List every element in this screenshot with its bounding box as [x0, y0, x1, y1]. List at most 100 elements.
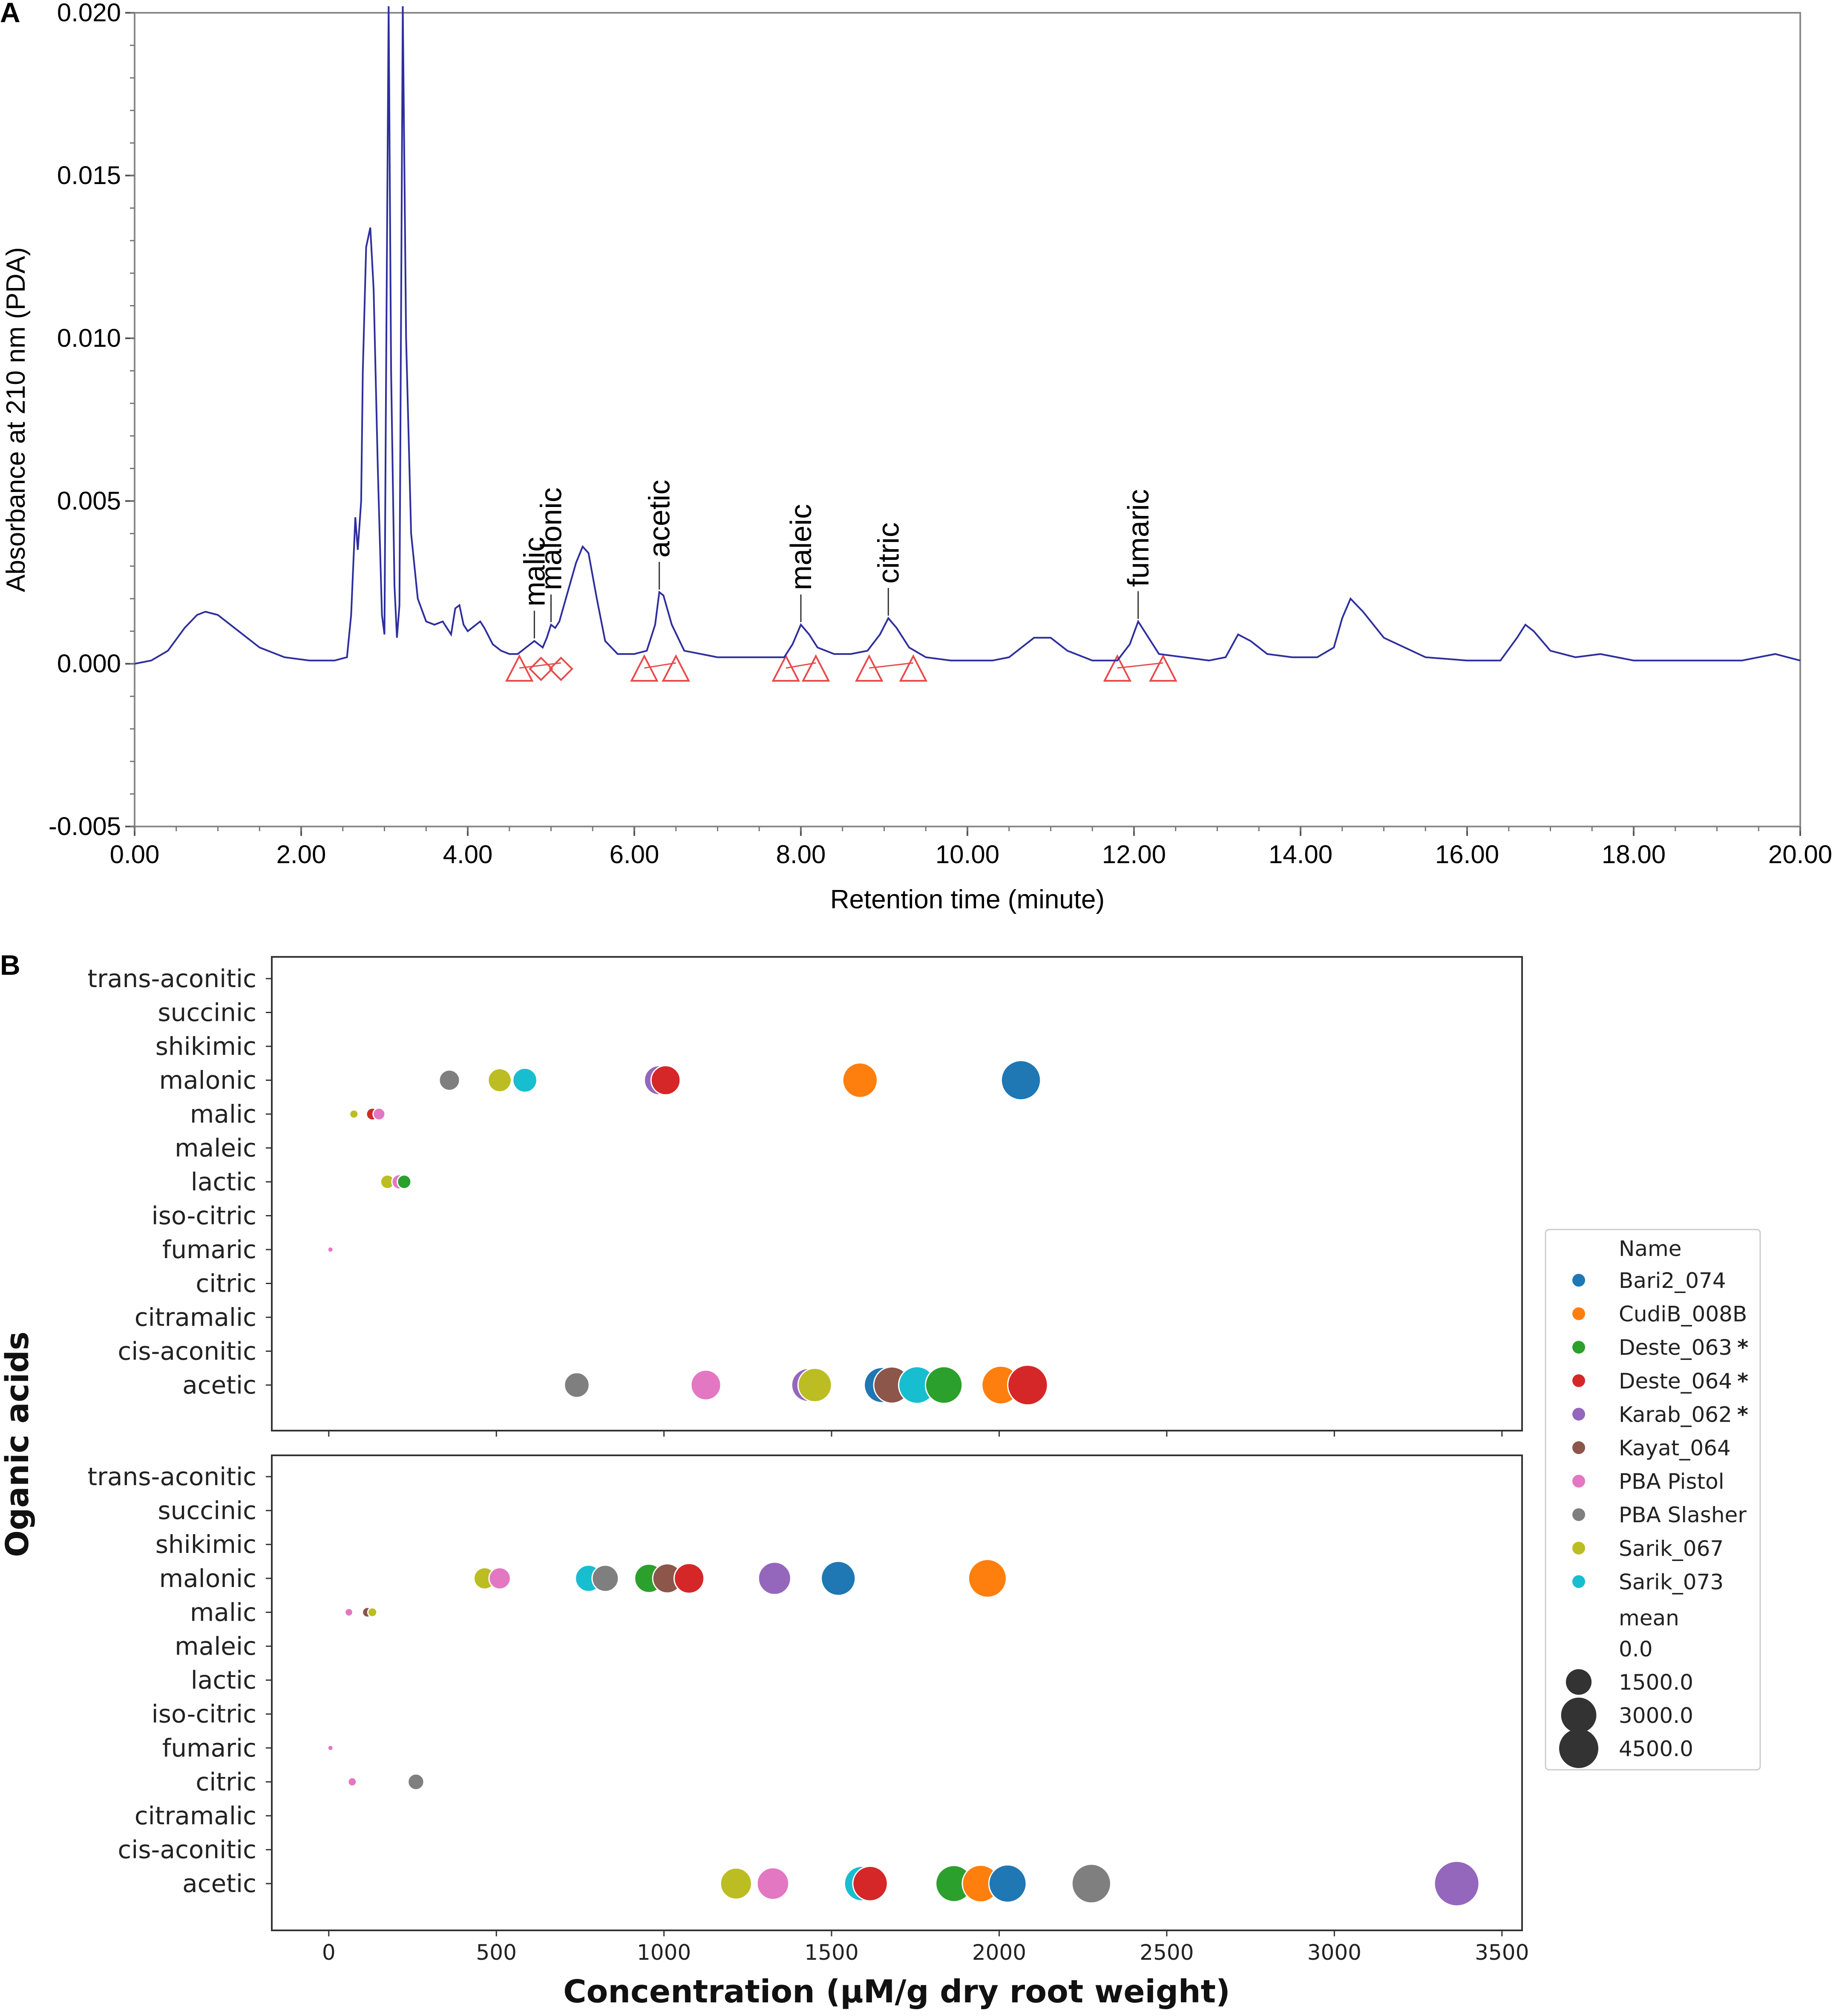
size-legend-items: 0.0 1500.0 3000.0 4500.0 — [1559, 1637, 1693, 1768]
point-pba-pistol-acetic — [690, 1369, 722, 1401]
x-tick-label: 3000 — [1307, 1940, 1361, 1965]
point-deste-064-acetic — [1007, 1364, 1048, 1406]
point-pba-pistol-malic — [372, 1107, 386, 1121]
x-tick-label: 500 — [476, 1940, 516, 1965]
legend-item-pba-pistol: PBA Pistol — [1572, 1469, 1724, 1494]
scatter-points — [328, 1060, 1480, 1907]
legend-item-karab-062: Karab_062 * — [1572, 1402, 1748, 1427]
category-label-lactic: lactic — [191, 1666, 256, 1695]
point-pba-pistol-acetic — [756, 1867, 790, 1901]
chromatogram-plot-frame — [134, 12, 1801, 827]
chromatogram-y-ticks: -0.005 0.000 0.005 0.010 0.015 0.020 — [49, 0, 135, 841]
legend-label: Kayat_064 — [1619, 1436, 1731, 1460]
scatter-bottom-frame — [271, 1454, 1523, 1931]
integration-diamond-marker — [549, 657, 573, 681]
point-deste-064-acetic — [852, 1866, 888, 1902]
point-pba-pistol-fumaric — [328, 1247, 333, 1252]
category-label-trans-aconitic: trans-aconitic — [87, 964, 256, 993]
category-label-acetic: acetic — [182, 1371, 256, 1400]
legend-label: Karab_062 — [1619, 1402, 1732, 1427]
category-label-malic: malic — [190, 1598, 256, 1627]
legend-item-deste-063: Deste_063 * — [1572, 1335, 1748, 1360]
integration-triangle-marker — [662, 654, 691, 682]
category-label-citric: citric — [196, 1767, 256, 1796]
legend-label: Sarik_067 — [1619, 1536, 1724, 1561]
category-label-citramalic: citramalic — [135, 1801, 256, 1830]
chromatogram-trace — [134, 6, 1801, 665]
category-label-citric: citric — [196, 1269, 256, 1298]
y-tick-label: 0.020 — [57, 0, 121, 27]
integration-baseline — [1117, 662, 1163, 669]
peak-label-malic: malic — [518, 537, 551, 606]
legend-marker — [1572, 1541, 1585, 1555]
legend-item-deste-064: Deste_064 * — [1572, 1369, 1748, 1394]
x-tick-label: 12.00 — [1102, 840, 1166, 869]
size-legend-item: 0.0 — [1619, 1637, 1653, 1662]
x-tick-label: 6.00 — [610, 840, 659, 869]
point-pba-pistol-malonic — [488, 1567, 511, 1590]
integration-triangle-marker — [771, 654, 800, 682]
integration-triangle-marker — [899, 654, 928, 682]
legend-marker — [1572, 1307, 1585, 1320]
y-tick-label: 0.000 — [57, 649, 121, 678]
category-label-cis-aconitic: cis-aconitic — [118, 1835, 256, 1864]
legend-label: PBA Pistol — [1619, 1469, 1724, 1494]
category-label-fumaric: fumaric — [162, 1235, 256, 1264]
category-label-maleic: maleic — [175, 1632, 256, 1661]
point-pba-slasher-malonic — [438, 1069, 460, 1091]
x-tick-label: 3500 — [1475, 1940, 1529, 1965]
legend-marker — [1572, 1575, 1585, 1588]
point-deste-063-acetic — [925, 1366, 963, 1404]
point-cudib-008b-malonic — [968, 1558, 1007, 1598]
point-deste-063-lactic — [397, 1174, 412, 1189]
legend-item-cudib-008b: CudiB_008B — [1572, 1302, 1747, 1327]
integration-triangle-marker — [855, 654, 884, 682]
size-legend-marker — [1561, 1697, 1597, 1733]
chromatogram-x-ticks: 0.00 2.00 4.00 6.00 8.00 10.00 12.00 14.00 16.00… — [110, 827, 1832, 869]
point-bari2-074-malonic — [820, 1561, 856, 1596]
legend-box — [1545, 1229, 1761, 1771]
point-pba-pistol-citric — [347, 1777, 357, 1787]
category-label-malic: malic — [190, 1100, 256, 1129]
scatter-panel: trans-aconitic succinic shikimic malonic mal… — [0, 956, 1761, 2010]
size-legend-marker — [1566, 1669, 1592, 1695]
integration-triangle-marker — [1149, 654, 1177, 682]
x-tick-label: 2.00 — [276, 840, 326, 869]
legend-item-pba-slasher: PBA Slasher — [1572, 1503, 1747, 1527]
point-sarik-067-malic — [349, 1109, 359, 1119]
legend-item-sarik-067: Sarik_067 — [1572, 1536, 1724, 1561]
legend-label: PBA Slasher — [1619, 1503, 1747, 1527]
legend-title: Name — [1619, 1236, 1682, 1261]
size-legend-title: mean — [1619, 1606, 1679, 1630]
peak-label-maleic: maleic — [784, 504, 817, 590]
legend-marker — [1572, 1374, 1585, 1387]
category-label-iso-citric: iso-citric — [152, 1699, 256, 1728]
category-label-maleic: maleic — [175, 1134, 256, 1163]
point-pba-pistol-fumaric — [328, 1745, 333, 1751]
legend-marker — [1572, 1341, 1585, 1354]
scatter-top-frame — [271, 956, 1523, 1431]
y-tick-label: -0.005 — [49, 812, 121, 841]
acid-category-labels: trans-aconitic succinic shikimic malonic mal… — [87, 964, 272, 1898]
point-sarik-067-malonic — [487, 1068, 512, 1093]
category-label-acetic: acetic — [182, 1869, 256, 1898]
x-tick-label: 1500 — [804, 1940, 858, 1965]
legend-marker — [1572, 1475, 1585, 1488]
size-legend-label: 0.0 — [1619, 1637, 1653, 1662]
concentration-axis-label: Concentration (µM/g dry root weight) — [563, 1973, 1230, 2010]
x-tick-label: 2500 — [1140, 1940, 1194, 1965]
category-label-lactic: lactic — [191, 1167, 256, 1196]
point-sarik-067-acetic — [719, 1867, 752, 1900]
panel-b-letter: B — [0, 949, 20, 981]
point-bari2-074-malonic — [1000, 1060, 1042, 1101]
point-deste-064-malonic — [650, 1065, 681, 1096]
chromatogram-y-axis-label: Absorbance at 210 nm (PDA) — [1, 247, 31, 592]
chromatogram-x-axis-label: Retention time (minute) — [830, 885, 1105, 914]
point-sarik-067-malic — [367, 1607, 378, 1618]
legend-marker — [1572, 1508, 1585, 1521]
x-tick-label: 0.00 — [110, 840, 160, 869]
category-label-citramalic: citramalic — [135, 1303, 256, 1332]
chromatogram-panel: -0.005 0.000 0.005 0.010 0.015 0.020 0.00 2.00… — [1, 0, 1832, 914]
point-sarik-073-malonic — [512, 1067, 538, 1093]
